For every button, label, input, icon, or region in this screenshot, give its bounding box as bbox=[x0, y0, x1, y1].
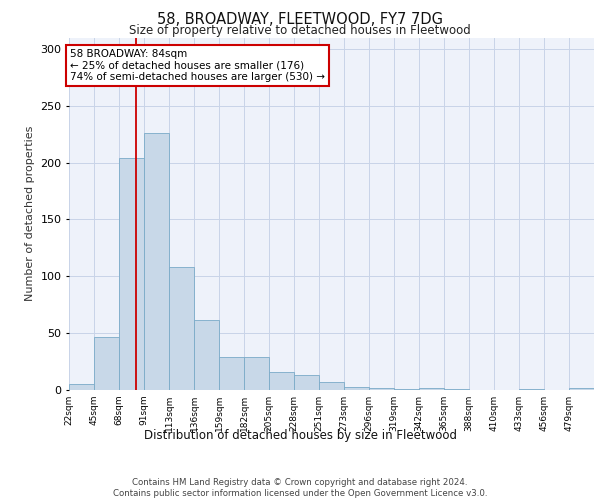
Bar bbox=[419, 388, 444, 390]
Bar bbox=[219, 357, 244, 390]
Bar bbox=[69, 384, 94, 390]
Bar bbox=[444, 389, 469, 390]
Bar bbox=[119, 158, 144, 390]
Y-axis label: Number of detached properties: Number of detached properties bbox=[25, 126, 35, 302]
Bar bbox=[194, 320, 219, 390]
Bar bbox=[569, 388, 594, 390]
Bar bbox=[344, 386, 369, 390]
Text: Size of property relative to detached houses in Fleetwood: Size of property relative to detached ho… bbox=[129, 24, 471, 37]
Bar bbox=[244, 357, 269, 390]
Text: 58, BROADWAY, FLEETWOOD, FY7 7DG: 58, BROADWAY, FLEETWOOD, FY7 7DG bbox=[157, 12, 443, 28]
Bar bbox=[94, 336, 119, 390]
Text: Contains HM Land Registry data © Crown copyright and database right 2024.
Contai: Contains HM Land Registry data © Crown c… bbox=[113, 478, 487, 498]
Bar bbox=[394, 389, 419, 390]
Bar bbox=[169, 267, 194, 390]
Bar bbox=[519, 389, 544, 390]
Bar bbox=[369, 388, 394, 390]
Text: Distribution of detached houses by size in Fleetwood: Distribution of detached houses by size … bbox=[143, 430, 457, 442]
Bar bbox=[294, 375, 319, 390]
Text: 58 BROADWAY: 84sqm
← 25% of detached houses are smaller (176)
74% of semi-detach: 58 BROADWAY: 84sqm ← 25% of detached hou… bbox=[70, 49, 325, 82]
Bar bbox=[144, 133, 169, 390]
Bar bbox=[269, 372, 294, 390]
Bar bbox=[319, 382, 344, 390]
